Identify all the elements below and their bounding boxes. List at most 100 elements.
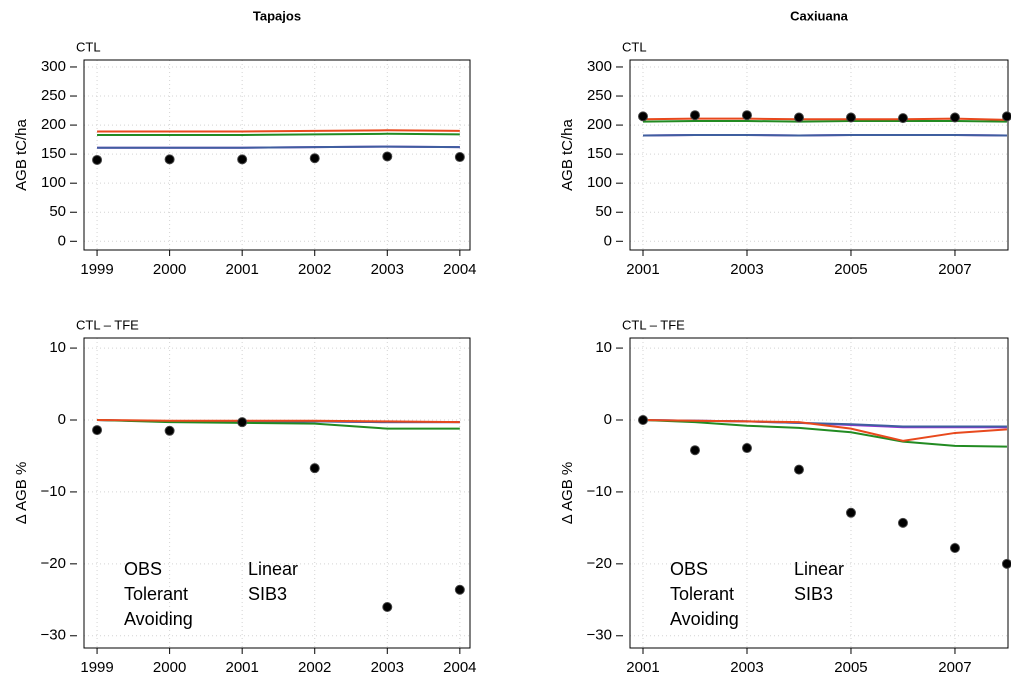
legend-entry: Tolerant <box>124 584 188 604</box>
x-tick-label: 2000 <box>153 659 186 676</box>
x-tick-label: 2005 <box>834 659 867 676</box>
series-line <box>97 418 460 424</box>
series-line <box>642 418 1008 442</box>
y-tick-label: −30 <box>587 627 612 644</box>
y-tick-label: −10 <box>587 483 612 500</box>
y-tick-label: 200 <box>587 116 612 133</box>
x-tick-label: 2002 <box>298 659 331 676</box>
y-tick-label: −20 <box>587 555 612 572</box>
series-line <box>97 145 460 149</box>
y-tick-label: −30 <box>41 627 66 644</box>
series-line <box>642 117 1007 121</box>
obs-point <box>689 445 700 456</box>
y-tick-label: 50 <box>595 203 612 220</box>
y-tick-label: 250 <box>587 87 612 104</box>
x-tick-label: 2000 <box>153 261 186 278</box>
legend-entry: OBS <box>124 559 162 579</box>
y-tick-label: 0 <box>58 411 66 428</box>
obs-point <box>454 152 465 163</box>
y-tick-label: 100 <box>587 174 612 191</box>
obs-point <box>92 154 103 165</box>
y-tick-label: 100 <box>41 174 66 191</box>
x-tick-label: 2003 <box>371 261 404 278</box>
y-tick-label: −20 <box>41 555 66 572</box>
y-tick-label: 0 <box>604 232 612 249</box>
legend-entry: Linear <box>794 559 844 579</box>
y-axis-label: AGB tC/ha <box>559 118 576 190</box>
series-line <box>97 129 460 133</box>
panel-subtitle: CTL – TFE <box>76 317 139 332</box>
plot-frame <box>629 337 1009 649</box>
obs-point <box>309 463 320 474</box>
y-axis-label: AGB tC/ha <box>13 118 30 190</box>
panel-subtitle: CTL – TFE <box>622 317 685 332</box>
plot-frame <box>83 59 471 251</box>
y-tick-label: 10 <box>595 339 612 356</box>
x-tick-label: 1999 <box>80 261 113 278</box>
x-tick-label: 2001 <box>626 261 659 278</box>
y-tick-label: 150 <box>41 145 66 162</box>
plot-frame <box>83 337 471 649</box>
legend-entry: SIB3 <box>794 584 833 604</box>
y-axis-label: Δ AGB % <box>13 462 30 525</box>
obs-point <box>164 425 175 436</box>
panel-title: Caxiuana <box>790 8 849 23</box>
legend-entry: Avoiding <box>670 609 739 629</box>
obs-point <box>382 151 393 162</box>
x-tick-label: 2004 <box>443 659 476 676</box>
y-tick-label: 250 <box>41 87 66 104</box>
x-tick-label: 2007 <box>938 659 971 676</box>
y-tick-label: 0 <box>58 232 66 249</box>
x-tick-label: 2005 <box>834 261 867 278</box>
y-tick-label: 300 <box>41 58 66 75</box>
obs-point <box>793 464 804 475</box>
obs-point <box>741 110 752 121</box>
obs-point <box>793 112 804 123</box>
obs-point <box>949 112 960 123</box>
series-line <box>97 418 460 430</box>
legend-entry: SIB3 <box>248 584 287 604</box>
legend-entry: Avoiding <box>124 609 193 629</box>
y-tick-label: 200 <box>41 116 66 133</box>
obs-point <box>637 414 648 425</box>
y-tick-label: 300 <box>587 58 612 75</box>
legend-entry: OBS <box>670 559 708 579</box>
x-tick-label: 2003 <box>730 659 763 676</box>
panel-title: Tapajos <box>253 8 301 23</box>
plot-frame <box>629 59 1009 251</box>
series-line <box>97 132 460 136</box>
panel-subtitle: CTL <box>622 39 647 54</box>
obs-point <box>1001 558 1011 569</box>
x-tick-label: 1999 <box>80 659 113 676</box>
series-line <box>642 133 1007 137</box>
y-tick-label: 10 <box>49 339 66 356</box>
obs-point <box>1001 111 1011 122</box>
obs-point <box>92 425 103 436</box>
x-tick-label: 2001 <box>225 659 258 676</box>
obs-point <box>454 584 465 595</box>
obs-point <box>637 111 648 122</box>
obs-point <box>237 154 248 165</box>
obs-point <box>164 154 175 165</box>
legend-entry: Linear <box>248 559 298 579</box>
y-tick-label: 50 <box>49 203 66 220</box>
obs-point <box>949 543 960 554</box>
obs-point <box>689 110 700 121</box>
series-line <box>642 418 1007 448</box>
x-tick-label: 2003 <box>371 659 404 676</box>
obs-point <box>845 112 856 123</box>
obs-point <box>382 602 393 613</box>
obs-point <box>741 443 752 454</box>
y-axis-label: Δ AGB % <box>559 462 576 525</box>
obs-point <box>309 153 320 164</box>
panel-subtitle: CTL <box>76 39 101 54</box>
legend-entry: Tolerant <box>670 584 734 604</box>
obs-point <box>897 113 908 124</box>
x-tick-label: 2004 <box>443 261 476 278</box>
obs-point <box>897 517 908 528</box>
y-tick-label: 0 <box>604 411 612 428</box>
y-tick-label: 150 <box>587 145 612 162</box>
obs-point <box>237 417 248 428</box>
obs-point <box>845 507 856 518</box>
